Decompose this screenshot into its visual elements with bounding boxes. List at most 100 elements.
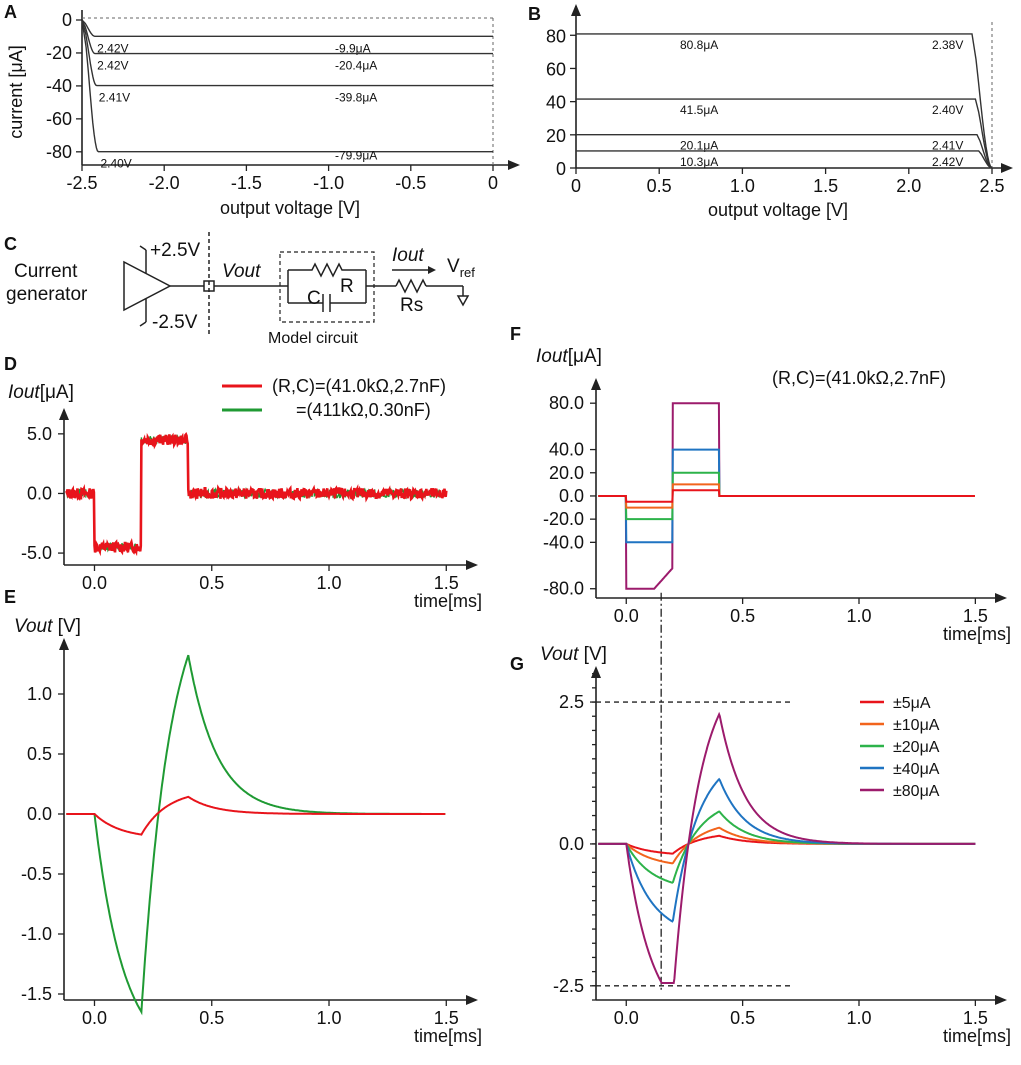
x-axis-title: time[ms] — [414, 591, 482, 611]
vout-series — [598, 826, 976, 865]
y-axis-arrow — [591, 378, 601, 390]
iv-curve — [576, 33, 993, 169]
y-axis-title: Vout [V] — [14, 616, 81, 637]
chart-a: -2.5 -2.0 -1.5 -1.0 -0.5 0 0 -20 -40 -60 -80 output… — [6, 10, 520, 218]
chart-e: 0.0 0.5 1.0 1.5 1.0 0.5 0.0 -0.5 -1.0 -1.5 time[ms… — [14, 616, 482, 1046]
x-tick-label: 0.0 — [614, 1008, 639, 1028]
knee-voltage-label: 2.40V — [100, 157, 131, 171]
x-tick-label: 0.5 — [730, 1008, 755, 1028]
iv-curve — [576, 150, 993, 169]
current-value-label: 10.3μA — [680, 155, 718, 169]
vout-series — [66, 654, 446, 1016]
x-tick-label: 1.5 — [813, 176, 838, 196]
y-tick-label: -2.5 — [553, 976, 584, 996]
rs-label: Rs — [400, 295, 423, 316]
legend-entry: (R,C)=(41.0kΩ,2.7nF) — [272, 376, 446, 396]
y-axis-arrow — [571, 4, 581, 16]
y-tick-label: 0.5 — [27, 744, 52, 764]
legend-entry: =(411kΩ,0.30nF) — [296, 400, 431, 420]
y-tick-label: 80 — [546, 26, 566, 46]
y-tick-label: -1.5 — [21, 984, 52, 1004]
x-tick-label: -1.5 — [231, 173, 262, 193]
resistor-r — [288, 262, 366, 278]
chart-b: 0 0.5 1.0 1.5 2.0 2.5 0 20 40 60 80 output voltage … — [546, 4, 1013, 220]
vout-series — [66, 795, 446, 836]
y-tick-label: 40.0 — [549, 440, 584, 460]
panel-label-f: F — [510, 324, 521, 344]
iv-curve — [81, 19, 493, 37]
y-tick-label: 2.5 — [559, 692, 584, 712]
x-tick-label: 1.5 — [434, 1008, 459, 1028]
current-value-label: 41.5μA — [680, 103, 718, 117]
supply-neg-tick — [139, 321, 147, 327]
y-tick-label: 0.0 — [27, 804, 52, 824]
y-axis-title: current [μA] — [6, 45, 26, 138]
y-tick-label: 20.0 — [549, 463, 584, 483]
vref-main: V — [447, 256, 460, 277]
supply-pos-tick — [139, 245, 147, 251]
current-value-label: -79.9μA — [335, 149, 377, 163]
chart-f: 0.0 0.5 1.0 1.5 80.0 40.0 20.0 0.0 -20.0 -40.0 -80… — [536, 346, 1011, 990]
x-tick-label: -2.0 — [149, 173, 180, 193]
y-axis-arrow — [591, 666, 601, 678]
x-tick-label: 0.5 — [730, 606, 755, 626]
x-tick-label: 1.0 — [316, 573, 341, 593]
x-axis-title: output voltage [V] — [708, 200, 848, 220]
supply-neg-label: -2.5V — [152, 312, 198, 333]
vout-series — [598, 810, 976, 884]
knee-voltage-label: 2.41V — [99, 91, 130, 105]
panel-label-e: E — [4, 587, 16, 607]
y-tick-label: 20 — [546, 126, 566, 146]
y-tick-label: 0.0 — [559, 834, 584, 854]
y-tick-label: -1.0 — [21, 924, 52, 944]
panel-label-g: G — [510, 654, 524, 674]
vout-series — [598, 711, 976, 984]
current-value-label: -39.8μA — [335, 91, 377, 105]
x-tick-label: 0.5 — [199, 573, 224, 593]
iv-curve — [576, 98, 993, 169]
vref-subscript: ref — [460, 265, 476, 280]
panel-label-c: C — [4, 234, 17, 254]
knee-voltage-label: 2.42V — [97, 59, 128, 73]
x-axis-arrow — [995, 593, 1007, 603]
panel-label-a: A — [4, 2, 17, 22]
model-circuit-box — [279, 251, 375, 323]
y-tick-label: -40.0 — [543, 532, 584, 552]
y-axis-title: Vout [V] — [540, 644, 607, 665]
legend-entry: ±10μA — [893, 717, 940, 734]
x-tick-label: 1.5 — [963, 1008, 988, 1028]
knee-voltage-label: 2.41V — [932, 139, 963, 153]
chart-d: 0.0 0.5 1.0 1.5 5.0 0.0 -5.0 time[ms] Iout[μA] (R… — [8, 376, 482, 611]
x-tick-label: 1.0 — [846, 1008, 871, 1028]
x-tick-label: 0.5 — [647, 176, 672, 196]
panel-label-d: D — [4, 354, 17, 374]
x-tick-label: 0.5 — [199, 1008, 224, 1028]
y-tick-label: 0.0 — [559, 486, 584, 506]
x-tick-label: 0.0 — [82, 1008, 107, 1028]
x-axis-title: time[ms] — [943, 624, 1011, 644]
chart-g: 0.0 0.5 1.0 1.5 2.5 0.0 -2.5 time[ms] Vout [V] ±5… — [540, 644, 1011, 1046]
legend-entry: ±80μA — [893, 783, 940, 800]
x-tick-label: 2.5 — [979, 176, 1004, 196]
panel-label-b: B — [528, 4, 541, 24]
x-tick-label: 0 — [571, 176, 581, 196]
legend-entry: ±40μA — [893, 761, 940, 778]
model-circuit-label: Model circuit — [268, 330, 358, 347]
knee-voltage-label: 2.42V — [97, 41, 128, 55]
resistor-label: R — [340, 276, 354, 297]
y-tick-label: -40 — [46, 76, 72, 96]
x-axis-arrow — [1001, 163, 1013, 173]
y-tick-label: 40 — [546, 93, 566, 113]
y-tick-label: -5.0 — [21, 543, 52, 563]
iv-curve — [81, 19, 493, 55]
iout-series — [598, 489, 975, 503]
y-tick-label: -20 — [46, 43, 72, 63]
knee-voltage-label: 2.42V — [932, 155, 963, 169]
x-axis-title: time[ms] — [943, 1026, 1011, 1046]
x-tick-label: 0.0 — [82, 573, 107, 593]
circuit-label-current: Current — [14, 261, 78, 282]
x-axis-arrow — [466, 995, 478, 1005]
x-tick-label: 1.5 — [434, 573, 459, 593]
x-tick-label: -1.0 — [313, 173, 344, 193]
